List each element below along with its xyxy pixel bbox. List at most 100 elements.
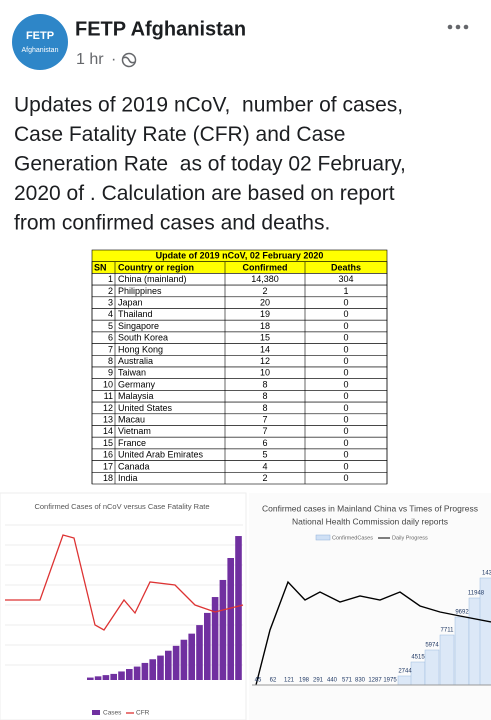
table-cell: Singapore [118, 321, 159, 331]
legend-label: ConfirmedCases [332, 535, 373, 541]
table-cell: 7 [262, 426, 267, 436]
line [255, 580, 491, 686]
timestamp[interactable]: 1 hr [76, 51, 104, 68]
table-cell: 13 [103, 415, 113, 425]
data-label: 440 [327, 678, 338, 684]
data-label: 571 [342, 678, 353, 684]
table-cell: 8 [262, 391, 267, 401]
table-cell: Australia [118, 356, 153, 366]
column-header: Country or region [118, 262, 194, 272]
table-cell: 304 [338, 274, 353, 284]
separator: · [111, 51, 116, 68]
bar [165, 650, 172, 680]
data-label: 4515 [411, 655, 425, 661]
table-cell: 17 [103, 461, 113, 471]
table-cell: 8 [108, 356, 113, 366]
table-cell: 14 [103, 426, 113, 436]
bar [439, 634, 455, 686]
table-cell: 2 [262, 286, 267, 296]
chart-title: Confirmed Cases of nCoV versus Case Fata… [34, 502, 209, 511]
bar [196, 625, 203, 680]
post-text: 2020 of . Calculation are based on repor… [14, 182, 395, 205]
table-cell: 8 [262, 379, 267, 389]
bar [133, 666, 141, 680]
legend-label: CFR [136, 710, 150, 717]
table-cell: 11 [104, 391, 113, 401]
left-chart-image[interactable] [0, 492, 247, 720]
table-cell: Vietnam [118, 426, 151, 436]
data-label: 2744 [398, 669, 412, 675]
bar [211, 597, 219, 680]
table-cell: 0 [343, 298, 348, 308]
column-header: Deaths [331, 262, 361, 272]
bar [235, 536, 242, 680]
table-cell: 18 [260, 321, 270, 331]
table-cell: 18 [103, 473, 113, 483]
table-cell: 4 [262, 461, 267, 471]
table-cell: 14 [260, 344, 270, 354]
bar [219, 579, 227, 680]
table-cell: 15 [103, 438, 113, 448]
data-label: 9692 [455, 610, 469, 616]
table-cell: 0 [343, 344, 348, 354]
data-label: 62 [270, 678, 277, 684]
post-text: Generation Rate as of today 02 February, [14, 153, 406, 176]
avatar-text: FETP [26, 30, 54, 42]
table-cell: 4 [108, 309, 113, 319]
table-cell: United Arab Emirates [118, 450, 204, 460]
bar [454, 616, 470, 686]
table-cell: 7 [108, 344, 113, 354]
bar [141, 662, 149, 680]
legend-swatch [92, 710, 100, 715]
data-label: 198 [299, 678, 310, 684]
table-cell: Hong Kong [118, 344, 163, 354]
bar [188, 633, 195, 680]
table-cell: 5 [262, 450, 267, 460]
table-cell: Taiwan [118, 368, 146, 378]
table-cell: 15 [260, 333, 270, 343]
data-label: 7711 [441, 628, 455, 634]
table-cell: 19 [260, 309, 270, 319]
table-cell: 10 [260, 368, 270, 378]
data-label: 45 [255, 678, 262, 684]
table-cell: 0 [343, 461, 348, 471]
bar [424, 649, 440, 686]
legend-label: Daily Progress [392, 535, 428, 541]
line [5, 534, 244, 631]
table-cell: 0 [343, 415, 348, 425]
more-button[interactable] [447, 24, 469, 30]
table-cell: Macau [118, 415, 145, 425]
table-cell: Canada [118, 461, 150, 471]
table-cell: 5 [108, 321, 113, 331]
table-cell: Thailand [118, 309, 153, 319]
table-cell: 0 [343, 438, 348, 448]
data-label: 5974 [425, 643, 439, 649]
column-header: SN [94, 262, 107, 272]
table-cell: 12 [260, 356, 270, 366]
bar [110, 673, 117, 680]
page-name[interactable]: FETP Afghanistan [75, 18, 246, 40]
bar [118, 671, 125, 680]
table-cell: 0 [343, 309, 348, 319]
table-cell: 0 [343, 321, 348, 331]
table-cell: 16 [103, 450, 113, 460]
bar [172, 645, 180, 680]
table-cell: 0 [343, 426, 348, 436]
table-cell: 0 [343, 473, 348, 483]
table-cell: 2 [108, 286, 113, 296]
right-chart-image[interactable] [249, 493, 491, 720]
table-cell: France [118, 438, 146, 448]
table-cell: 3 [108, 298, 113, 308]
table-cell: 1 [343, 286, 348, 296]
table-cell: 20 [260, 298, 270, 308]
data-label: 143 [482, 571, 491, 577]
chart-title: National Health Commission daily reports [292, 516, 448, 526]
table-cell: 0 [343, 379, 348, 389]
table-cell: 0 [343, 368, 348, 378]
bar [149, 659, 156, 680]
avatar[interactable] [12, 14, 68, 70]
bar [102, 675, 110, 680]
table-cell: 0 [343, 356, 348, 366]
data-label: 1975 [383, 678, 397, 684]
